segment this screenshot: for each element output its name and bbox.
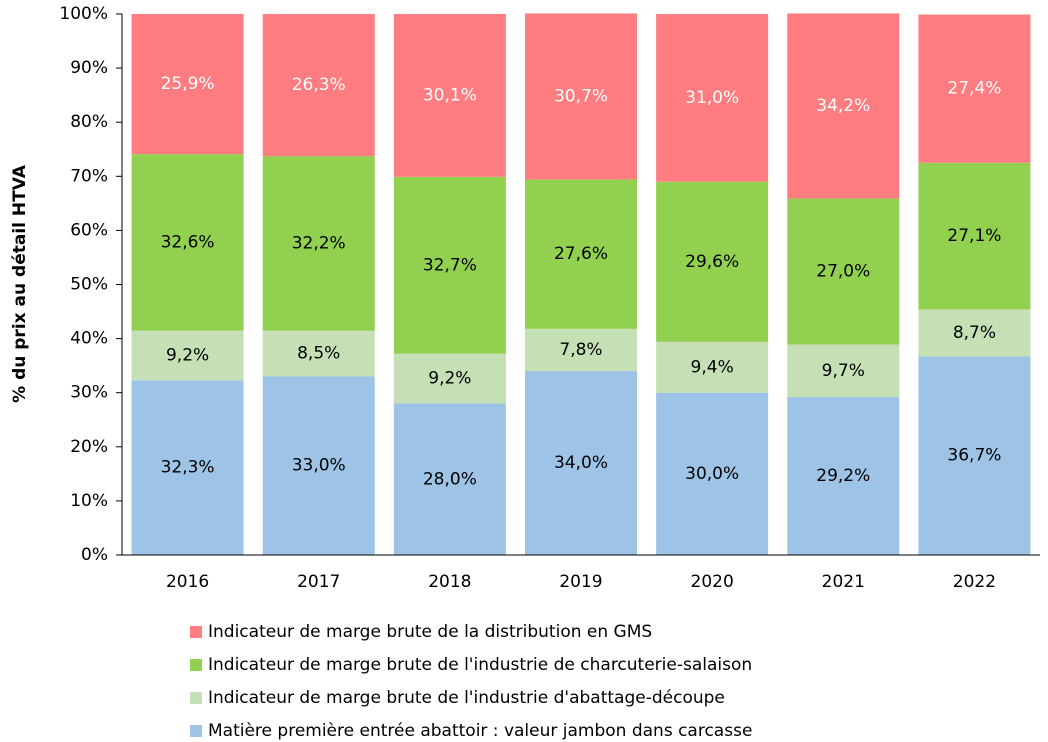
bar-segment — [525, 371, 637, 555]
data-label: 28,0% — [423, 469, 477, 489]
data-label: 27,6% — [554, 244, 608, 264]
data-label: 34,0% — [554, 453, 608, 473]
bar-segment — [787, 13, 900, 199]
bar-segment — [393, 176, 506, 354]
data-label: 27,1% — [947, 226, 1001, 246]
data-label: 30,1% — [423, 85, 477, 105]
data-label: 25,9% — [161, 74, 215, 94]
y-tick-label: 30% — [70, 383, 108, 403]
data-label: 9,4% — [691, 357, 734, 377]
data-label: 30,0% — [685, 464, 739, 484]
legend-swatch — [190, 692, 202, 704]
data-label: 7,8% — [559, 340, 602, 360]
data-label: 29,6% — [685, 252, 739, 272]
bar-segment — [262, 376, 375, 555]
y-tick-label: 40% — [70, 329, 108, 349]
data-label: 9,2% — [166, 345, 209, 365]
data-label: 29,2% — [816, 466, 870, 486]
bar-segment — [393, 14, 506, 177]
bar-segment — [131, 14, 244, 155]
x-tick-label: 2016 — [166, 572, 209, 592]
data-label: 8,5% — [297, 343, 340, 363]
data-label: 30,7% — [554, 87, 608, 107]
data-label: 32,2% — [292, 233, 346, 253]
data-label: 32,3% — [161, 458, 215, 478]
data-label: 26,3% — [292, 75, 346, 95]
bar-segment — [131, 330, 244, 381]
data-label: 9,2% — [428, 369, 471, 389]
legend-label: Indicateur de marge brute de la distribu… — [208, 622, 652, 642]
y-tick-label: 0% — [81, 545, 108, 565]
data-label: 33,0% — [292, 456, 346, 476]
legend-label: Matière première entrée abattoir : valeu… — [208, 721, 752, 741]
y-tick-label: 50% — [70, 275, 108, 295]
y-tick-label: 70% — [70, 166, 108, 186]
y-tick-label: 10% — [70, 491, 108, 511]
data-label: 36,7% — [947, 446, 1001, 466]
bar-segment — [787, 397, 900, 555]
y-tick-label: 100% — [59, 4, 108, 24]
bar-segment — [787, 198, 900, 345]
legend-swatch — [190, 626, 202, 638]
data-label: 31,0% — [685, 88, 739, 108]
bar-segment — [918, 162, 1031, 310]
bar-segment — [918, 356, 1031, 555]
bar-segment — [131, 154, 244, 331]
bar-segment — [656, 181, 769, 342]
x-tick-label: 2019 — [559, 572, 602, 592]
data-label: 27,0% — [816, 262, 870, 282]
x-tick-label: 2021 — [822, 572, 865, 592]
bar-segment — [393, 353, 506, 404]
bar-segment — [918, 14, 1031, 163]
x-tick-label: 2018 — [428, 572, 471, 592]
y-tick-label: 80% — [70, 112, 108, 132]
data-label: 34,2% — [816, 96, 870, 116]
bar-segment — [393, 403, 506, 555]
bar-segment — [525, 328, 637, 372]
data-label: 27,4% — [947, 79, 1001, 99]
bar-segment — [525, 13, 637, 180]
bar-segment — [656, 14, 769, 182]
bar-segment — [918, 309, 1031, 357]
data-label: 9,7% — [822, 361, 865, 381]
legend-label: Indicateur de marge brute de l'industrie… — [208, 655, 752, 675]
y-tick-label: 90% — [70, 58, 108, 78]
legend-swatch — [190, 659, 202, 671]
legend-label: Indicateur de marge brute de l'industrie… — [208, 688, 725, 708]
y-tick-label: 20% — [70, 437, 108, 457]
data-label: 8,7% — [953, 323, 996, 343]
data-label: 32,6% — [161, 232, 215, 252]
x-tick-label: 2022 — [953, 572, 996, 592]
y-axis-label: % du prix au détail HTVA — [10, 164, 30, 403]
bar-segment — [262, 14, 375, 157]
legend-swatch — [190, 725, 202, 737]
bar-segment — [262, 330, 375, 377]
x-tick-label: 2017 — [297, 572, 340, 592]
data-label: 32,7% — [423, 255, 477, 275]
bar-segment — [131, 380, 244, 555]
x-tick-label: 2020 — [691, 572, 734, 592]
bar-segment — [262, 156, 375, 331]
y-tick-label: 60% — [70, 220, 108, 240]
bar-segment — [525, 179, 637, 329]
bar-segment — [656, 341, 769, 393]
bar-segment — [656, 392, 769, 555]
bar-segment — [787, 344, 900, 398]
